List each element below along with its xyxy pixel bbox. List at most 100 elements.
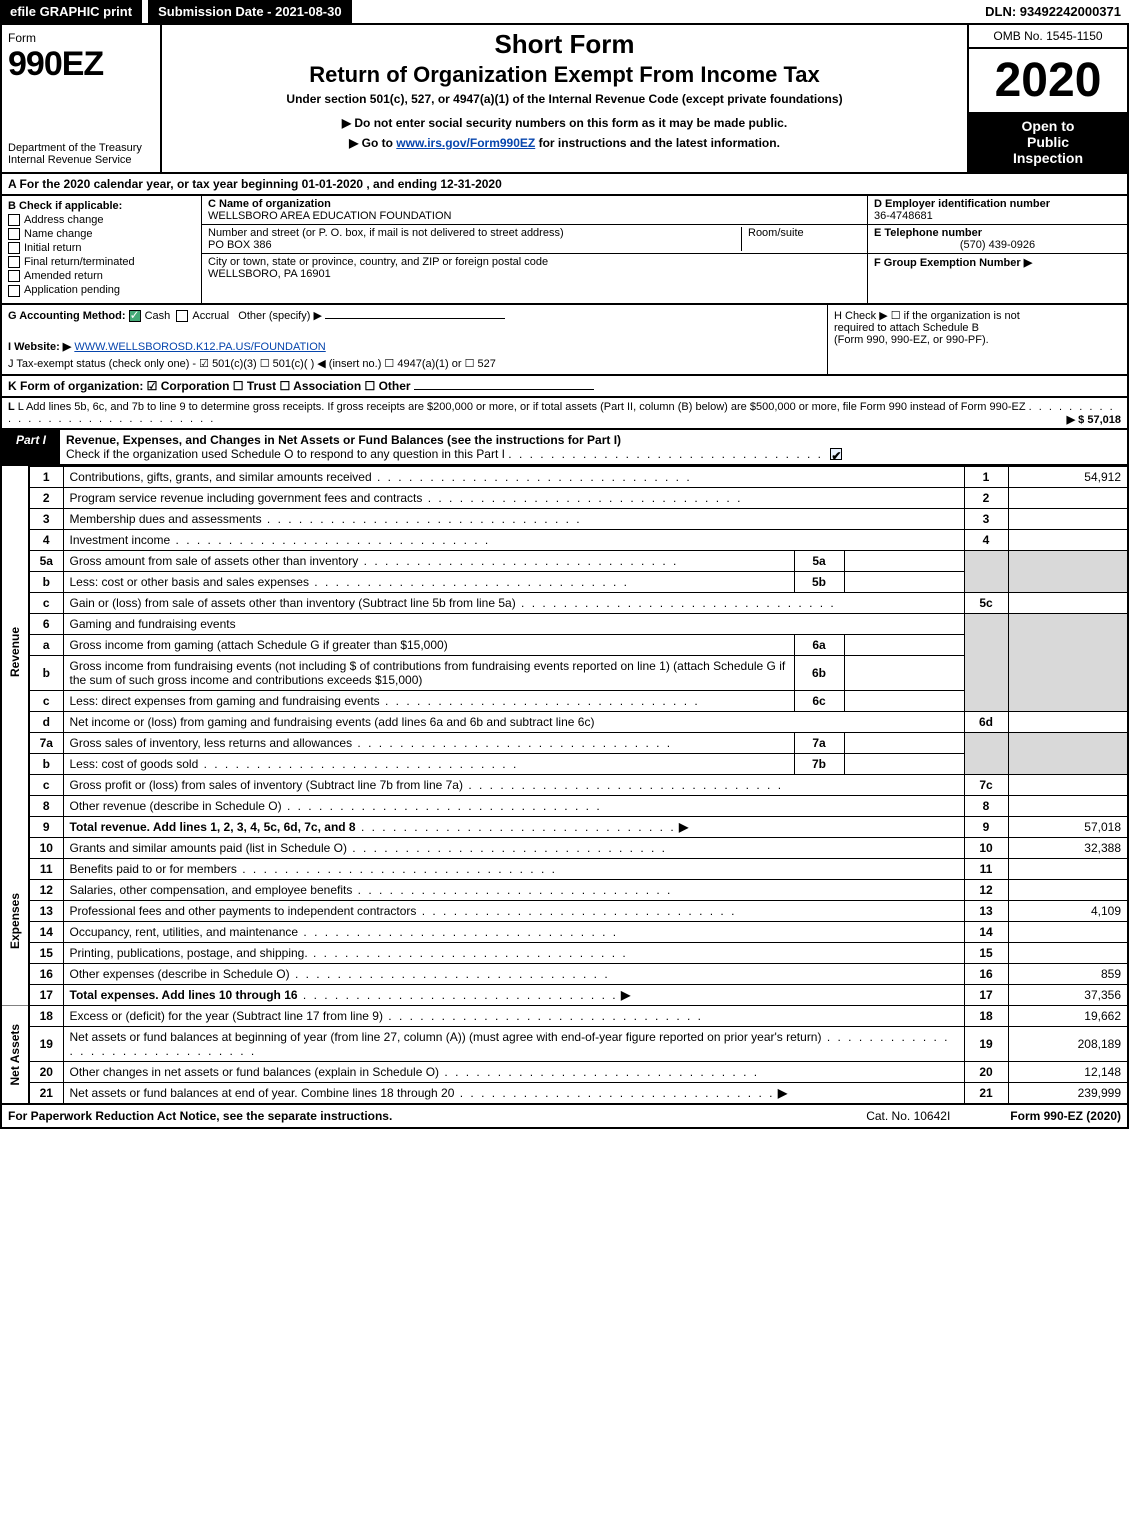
line-7b-desc: Less: cost of goods sold	[63, 753, 794, 774]
line-14-ref: 14	[964, 921, 1008, 942]
line-20-ref: 20	[964, 1061, 1008, 1082]
line-7c-ref: 7c	[964, 774, 1008, 795]
footer-left: For Paperwork Reduction Act Notice, see …	[8, 1109, 392, 1123]
line-6c-boxval	[844, 690, 964, 711]
line-19-val: 208,189	[1008, 1026, 1128, 1061]
line-10-desc: Grants and similar amounts paid (list in…	[63, 837, 964, 858]
line-8-val	[1008, 795, 1128, 816]
ein-value: 36-4748681	[874, 210, 933, 222]
line-6d-val	[1008, 711, 1128, 732]
line-6a-desc: Gross income from gaming (attach Schedul…	[63, 634, 794, 655]
line-19-ref: 19	[964, 1026, 1008, 1061]
line-21-ref: 21	[964, 1082, 1008, 1104]
chk-final-return[interactable]: Final return/terminated	[8, 256, 195, 268]
line-12-desc: Salaries, other compensation, and employ…	[63, 879, 964, 900]
form-number: 990EZ	[8, 45, 154, 84]
line-8-ref: 8	[964, 795, 1008, 816]
line-5c-num: c	[29, 592, 63, 613]
header-left: Form 990EZ Department of the Treasury In…	[2, 25, 162, 172]
chk-cash[interactable]	[129, 310, 141, 322]
subtitle: Under section 501(c), 527, or 4947(a)(1)…	[170, 92, 959, 106]
row-h-1: H Check ▶ ☐ if the organization is not	[834, 309, 1121, 322]
line-14-val	[1008, 921, 1128, 942]
chk-amended-return[interactable]: Amended return	[8, 270, 195, 282]
line-6b-boxval	[844, 655, 964, 690]
line-2-val	[1008, 487, 1128, 508]
line-15-ref: 15	[964, 942, 1008, 963]
line-14-num: 14	[29, 921, 63, 942]
gross-receipts: ▶ $ 57,018	[1067, 413, 1121, 426]
line-20-desc: Other changes in net assets or fund bala…	[63, 1061, 964, 1082]
line-15-num: 15	[29, 942, 63, 963]
chk-accrual[interactable]	[176, 310, 188, 322]
street-label: Number and street (or P. O. box, if mail…	[208, 227, 564, 239]
city-value: WELLSBORO, PA 16901	[208, 268, 331, 280]
line-7b-box: 7b	[794, 753, 844, 774]
telephone-label: E Telephone number	[874, 227, 982, 239]
room-suite: Room/suite	[741, 227, 861, 251]
line-17-num: 17	[29, 984, 63, 1005]
part1-checkbox[interactable]: ✔	[830, 448, 842, 460]
line-10-val: 32,388	[1008, 837, 1128, 858]
ein-cell: D Employer identification number 36-4748…	[868, 196, 1127, 225]
g-column: G Accounting Method: Cash Accrual Other …	[2, 305, 827, 374]
line-11-ref: 11	[964, 858, 1008, 879]
line-21-num: 21	[29, 1082, 63, 1104]
line-7c-val	[1008, 774, 1128, 795]
short-form-title: Short Form	[170, 29, 959, 60]
chk-name-change[interactable]: Name change	[8, 228, 195, 240]
footer-cat-no: Cat. No. 10642I	[866, 1109, 950, 1123]
irs-link[interactable]: www.irs.gov/Form990EZ	[396, 136, 535, 150]
line-3-desc: Membership dues and assessments	[63, 508, 964, 529]
line-6-num: 6	[29, 613, 63, 634]
line-17-val: 37,356	[1008, 984, 1128, 1005]
line-5a-box: 5a	[794, 550, 844, 571]
line-8-num: 8	[29, 795, 63, 816]
line-19-desc: Net assets or fund balances at beginning…	[63, 1026, 964, 1061]
header-mid: Short Form Return of Organization Exempt…	[162, 25, 967, 172]
line-6a-box: 6a	[794, 634, 844, 655]
line-5c-ref: 5c	[964, 592, 1008, 613]
line-12-num: 12	[29, 879, 63, 900]
line-10-num: 10	[29, 837, 63, 858]
line-6d-desc: Net income or (loss) from gaming and fun…	[63, 711, 964, 732]
efile-graphic-print[interactable]: efile GRAPHIC print	[0, 0, 142, 23]
dln: DLN: 93492242000371	[977, 0, 1129, 23]
side-revenue: Revenue	[1, 466, 29, 837]
top-bar: efile GRAPHIC print Submission Date - 20…	[0, 0, 1129, 25]
ssn-notice: ▶ Do not enter social security numbers o…	[170, 116, 959, 130]
line-16-desc: Other expenses (describe in Schedule O)	[63, 963, 964, 984]
chk-application-pending[interactable]: Application pending	[8, 284, 195, 296]
line-4-desc: Investment income	[63, 529, 964, 550]
line-3-ref: 3	[964, 508, 1008, 529]
form-word: Form	[8, 31, 154, 45]
line-7a-desc: Gross sales of inventory, less returns a…	[63, 732, 794, 753]
chk-initial-return[interactable]: Initial return	[8, 242, 195, 254]
telephone-cell: E Telephone number (570) 439-0926	[868, 225, 1127, 254]
website-link[interactable]: WWW.WELLSBOROSD.K12.PA.US/FOUNDATION	[74, 341, 325, 353]
line-10-ref: 10	[964, 837, 1008, 858]
group-exemption-label: F Group Exemption Number ▶	[874, 257, 1032, 269]
line-4-num: 4	[29, 529, 63, 550]
line-6b-num: b	[29, 655, 63, 690]
line-7a-boxval	[844, 732, 964, 753]
line-8-desc: Other revenue (describe in Schedule O)	[63, 795, 964, 816]
city-label: City or town, state or province, country…	[208, 256, 548, 268]
telephone-value: (570) 439-0926	[874, 239, 1121, 251]
chk-address-change[interactable]: Address change	[8, 214, 195, 226]
line-6d-ref: 6d	[964, 711, 1008, 732]
block-ghij: G Accounting Method: Cash Accrual Other …	[0, 305, 1129, 376]
line-6b-desc: Gross income from fundraising events (no…	[63, 655, 794, 690]
line-18-num: 18	[29, 1005, 63, 1026]
line-5b-box: 5b	[794, 571, 844, 592]
city-cell: City or town, state or province, country…	[202, 254, 867, 282]
col-d-e-f: D Employer identification number 36-4748…	[867, 196, 1127, 303]
line-2-num: 2	[29, 487, 63, 508]
line-18-desc: Excess or (deficit) for the year (Subtra…	[63, 1005, 964, 1026]
line-4-val	[1008, 529, 1128, 550]
line-6-desc: Gaming and fundraising events	[63, 613, 964, 634]
part-1-title: Revenue, Expenses, and Changes in Net As…	[60, 430, 1127, 464]
line-16-ref: 16	[964, 963, 1008, 984]
col-b-title: B Check if applicable:	[8, 200, 122, 212]
row-i: I Website: ▶ WWW.WELLSBOROSD.K12.PA.US/F…	[8, 340, 821, 353]
